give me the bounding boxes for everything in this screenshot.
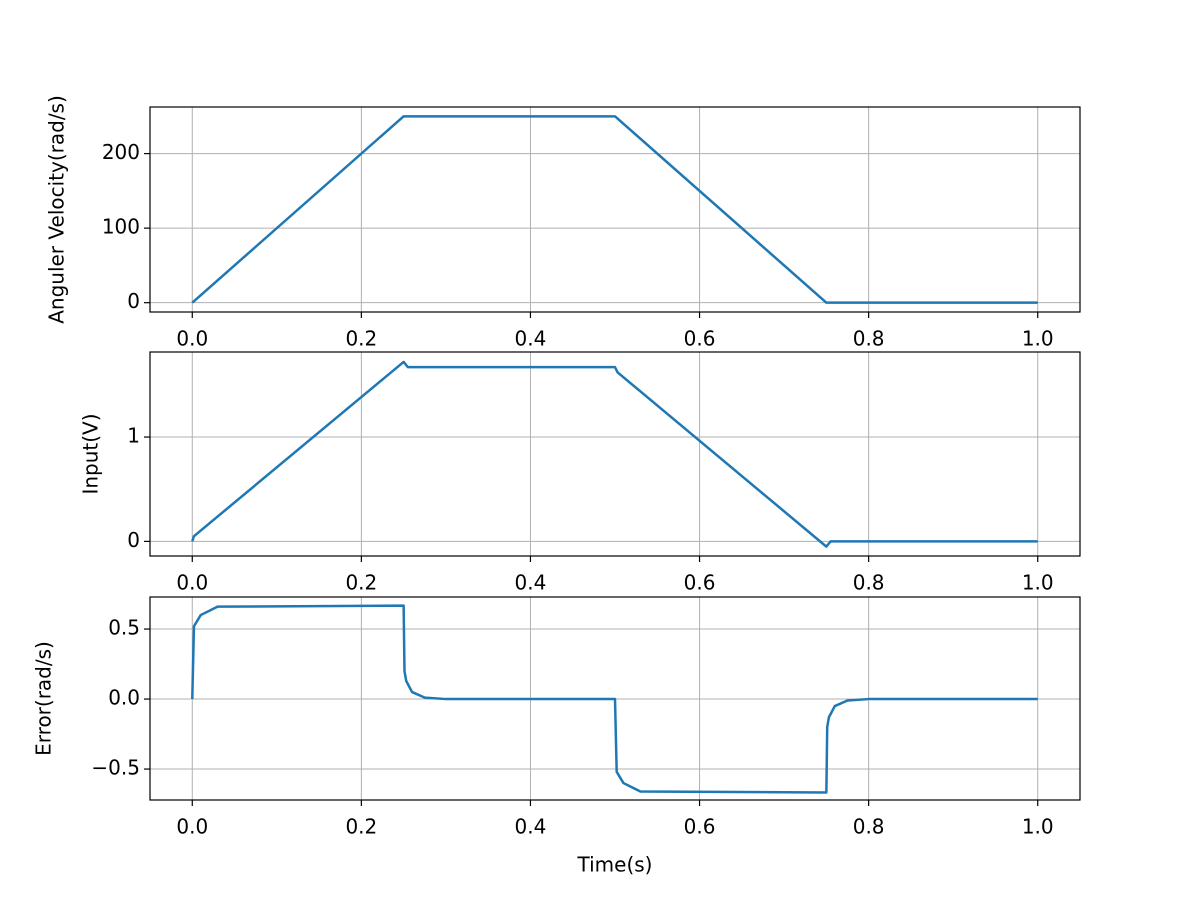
y-tick-label: −0.5 xyxy=(91,756,140,780)
x-tick-label: 0.2 xyxy=(345,327,377,351)
x-tick-label: 0.0 xyxy=(176,815,208,839)
x-tick-label: 0.8 xyxy=(853,815,885,839)
x-tick-label: 1.0 xyxy=(1022,571,1054,595)
y-tick-label: 1 xyxy=(127,424,140,448)
data-line xyxy=(191,115,1038,304)
x-tick-label: 0.6 xyxy=(684,815,716,839)
y-tick-label: 0 xyxy=(127,528,140,552)
x-tick-label: 0.8 xyxy=(853,571,885,595)
x-tick-label: 1.0 xyxy=(1022,815,1054,839)
y-tick-label: 100 xyxy=(102,215,140,239)
x-tick-label: 0.8 xyxy=(853,327,885,351)
x-tick-label: 0.4 xyxy=(515,815,547,839)
y-tick-label: 0.0 xyxy=(108,686,140,710)
x-tick-label: 0.2 xyxy=(345,571,377,595)
data-line xyxy=(191,604,1038,794)
data-line xyxy=(191,360,1038,548)
y-axis-label: Input(V) xyxy=(79,413,103,494)
x-tick-label: 0.2 xyxy=(345,815,377,839)
y-axis-label: Anguler Velocity(rad/s) xyxy=(45,95,69,324)
x-tick-label: 0.6 xyxy=(684,327,716,351)
x-tick-label: 0.4 xyxy=(515,571,547,595)
x-tick-label: 0.4 xyxy=(515,327,547,351)
x-axis-label: Time(s) xyxy=(577,853,653,877)
y-tick-label: 0 xyxy=(127,289,140,313)
axes-frame xyxy=(149,596,1081,801)
x-tick-label: 1.0 xyxy=(1022,327,1054,351)
x-tick-label: 0.0 xyxy=(176,571,208,595)
y-tick-label: 200 xyxy=(102,140,140,164)
y-tick-label: 0.5 xyxy=(108,616,140,640)
x-tick-label: 0.0 xyxy=(176,327,208,351)
axes-frame xyxy=(149,351,1081,557)
axes-frame xyxy=(149,106,1081,313)
x-tick-label: 0.6 xyxy=(684,571,716,595)
y-axis-label: Error(rad/s) xyxy=(32,641,56,756)
